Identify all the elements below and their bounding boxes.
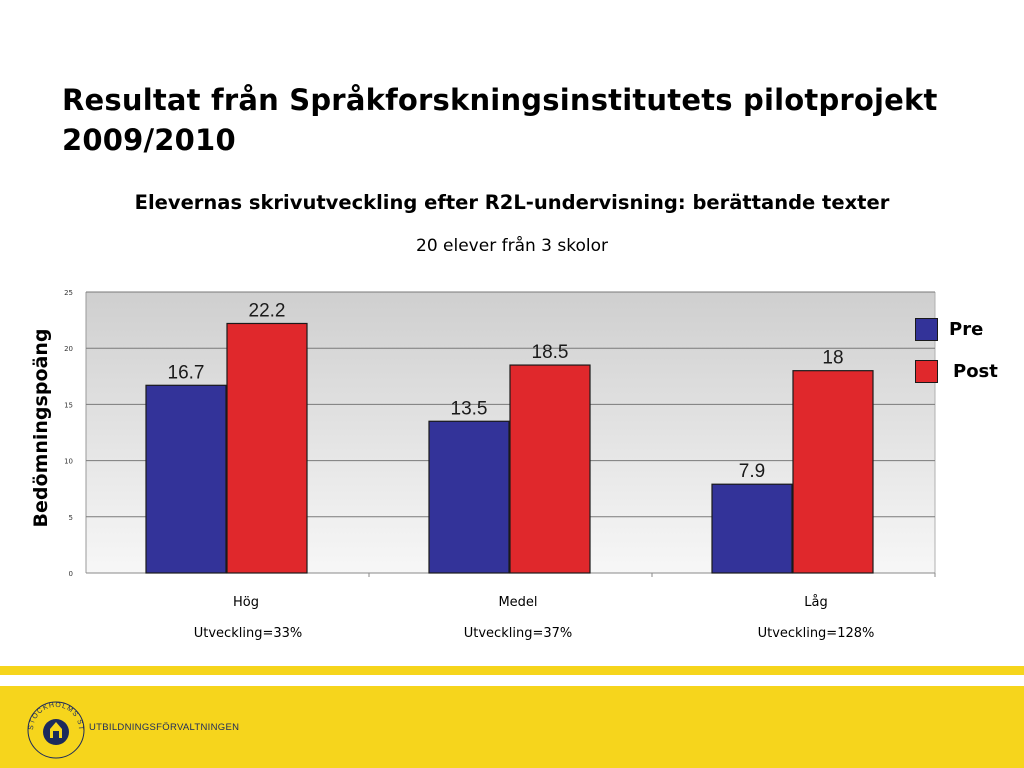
bar-pre-0	[145, 384, 227, 574]
legend-label-pre: Pre	[949, 319, 984, 340]
legend-item-post: Post	[915, 360, 998, 383]
development-label-medel: Utveckling=37%	[463, 626, 573, 641]
bar-post-0	[226, 322, 308, 574]
y-tick-label: 20	[64, 345, 73, 353]
y-axis-label: Bedömningspoäng	[30, 328, 52, 528]
y-tick-label: 5	[69, 514, 73, 522]
data-label-post-2: 18	[822, 348, 843, 369]
footer-band	[0, 686, 1024, 768]
y-tick-label: 25	[64, 289, 73, 297]
data-label-pre-1: 13.5	[451, 398, 488, 419]
bar-post-1	[509, 364, 591, 574]
y-tick-label: 0	[69, 570, 73, 578]
chart-subtitle: 20 elever från 3 skolor	[416, 236, 608, 256]
legend-item-pre: Pre	[915, 318, 983, 341]
data-label-post-1: 18.5	[532, 342, 569, 363]
slide-title: Resultat från Språkforskningsinstitutets…	[62, 80, 962, 160]
stockholms-stad-logo: STOCKHOLMS STAD	[26, 700, 85, 759]
category-label-medel: Medel	[498, 595, 538, 610]
footer-stripe	[0, 666, 1024, 675]
organization-name: UTBILDNINGSFÖRVALTNINGEN	[89, 722, 240, 733]
bar-post-2	[792, 370, 874, 574]
development-label-lag: Utveckling=128%	[757, 626, 875, 641]
legend-swatch-pre	[915, 318, 938, 341]
y-tick-label: 15	[64, 401, 73, 409]
slide-title-line-2: 2009/2010	[62, 123, 236, 157]
legend-swatch-post	[915, 360, 938, 383]
category-label-lag: Låg	[804, 595, 828, 610]
data-label-pre-0: 16.7	[168, 362, 205, 383]
data-label-post-0: 22.2	[249, 300, 286, 321]
slide-title-line-1: Resultat från Språkforskningsinstitutets…	[62, 83, 938, 117]
y-tick-label: 10	[64, 458, 73, 466]
bar-pre-1	[428, 420, 510, 574]
chart-title: Elevernas skrivutveckling efter R2L-unde…	[134, 191, 890, 214]
legend-label-post: Post	[953, 361, 998, 382]
data-label-pre-2: 7.9	[739, 461, 765, 482]
bar-pre-2	[711, 483, 793, 574]
category-label-hog: Hög	[233, 595, 259, 610]
development-label-hog: Utveckling=33%	[193, 626, 303, 641]
